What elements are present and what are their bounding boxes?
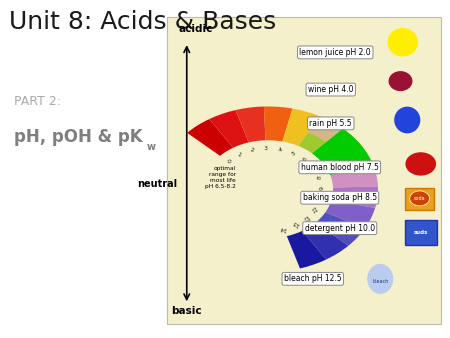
Wedge shape bbox=[331, 186, 378, 208]
Wedge shape bbox=[209, 110, 249, 148]
Wedge shape bbox=[264, 106, 292, 142]
Wedge shape bbox=[287, 231, 326, 268]
Text: 1: 1 bbox=[236, 152, 242, 158]
Text: neutral: neutral bbox=[138, 179, 178, 189]
Ellipse shape bbox=[368, 264, 392, 293]
Text: 2: 2 bbox=[249, 147, 255, 153]
Text: wine pH 4.0: wine pH 4.0 bbox=[308, 85, 354, 94]
Wedge shape bbox=[325, 200, 375, 228]
Text: 6: 6 bbox=[302, 156, 308, 163]
Text: optimal
range for
most life
pH 6.5-8.2: optimal range for most life pH 6.5-8.2 bbox=[205, 166, 236, 189]
Wedge shape bbox=[235, 106, 266, 142]
Text: basic: basic bbox=[171, 306, 202, 316]
Wedge shape bbox=[308, 116, 343, 142]
Wedge shape bbox=[298, 116, 343, 153]
Circle shape bbox=[410, 191, 429, 206]
Text: lemon juice pH 2.0: lemon juice pH 2.0 bbox=[299, 48, 371, 57]
Text: suds: suds bbox=[414, 230, 428, 235]
Text: 13: 13 bbox=[292, 219, 301, 228]
Text: w: w bbox=[146, 142, 155, 152]
Text: 7: 7 bbox=[310, 165, 317, 171]
Text: bleach pH 12.5: bleach pH 12.5 bbox=[284, 274, 342, 283]
Text: 9: 9 bbox=[319, 186, 324, 190]
Text: human blood pH 7.5: human blood pH 7.5 bbox=[301, 163, 379, 172]
Ellipse shape bbox=[389, 72, 412, 90]
Wedge shape bbox=[340, 145, 373, 170]
Text: 4: 4 bbox=[277, 147, 283, 153]
Text: soda: soda bbox=[414, 196, 425, 201]
Text: PART 2:: PART 2: bbox=[14, 95, 60, 107]
Text: 8: 8 bbox=[316, 175, 322, 180]
Text: 5: 5 bbox=[290, 150, 296, 156]
Wedge shape bbox=[312, 129, 361, 163]
Wedge shape bbox=[187, 119, 233, 156]
Text: 14: 14 bbox=[279, 224, 288, 232]
Ellipse shape bbox=[406, 153, 436, 175]
Wedge shape bbox=[323, 145, 373, 175]
Text: 12: 12 bbox=[303, 212, 312, 221]
Text: detergent pH 10.0: detergent pH 10.0 bbox=[305, 224, 375, 233]
Text: Unit 8: Acids & Bases: Unit 8: Acids & Bases bbox=[9, 10, 276, 34]
Ellipse shape bbox=[388, 29, 418, 56]
Text: pH, pOH & pK: pH, pOH & pK bbox=[14, 128, 142, 146]
Wedge shape bbox=[283, 108, 320, 146]
Text: acidic: acidic bbox=[179, 24, 213, 34]
Ellipse shape bbox=[395, 107, 419, 132]
Text: rain pH 5.5: rain pH 5.5 bbox=[310, 119, 352, 128]
Text: 11: 11 bbox=[311, 204, 320, 213]
Wedge shape bbox=[312, 129, 373, 175]
Text: 0: 0 bbox=[225, 159, 231, 165]
FancyBboxPatch shape bbox=[405, 188, 434, 210]
Wedge shape bbox=[326, 129, 361, 155]
Text: bleach: bleach bbox=[372, 279, 388, 284]
Text: 3: 3 bbox=[264, 146, 268, 151]
Wedge shape bbox=[330, 165, 378, 188]
Wedge shape bbox=[315, 212, 365, 246]
Text: baking soda pH 8.5: baking soda pH 8.5 bbox=[303, 193, 377, 202]
Wedge shape bbox=[302, 223, 348, 260]
FancyBboxPatch shape bbox=[405, 220, 436, 245]
FancyBboxPatch shape bbox=[166, 17, 441, 324]
Text: 10: 10 bbox=[317, 194, 324, 203]
